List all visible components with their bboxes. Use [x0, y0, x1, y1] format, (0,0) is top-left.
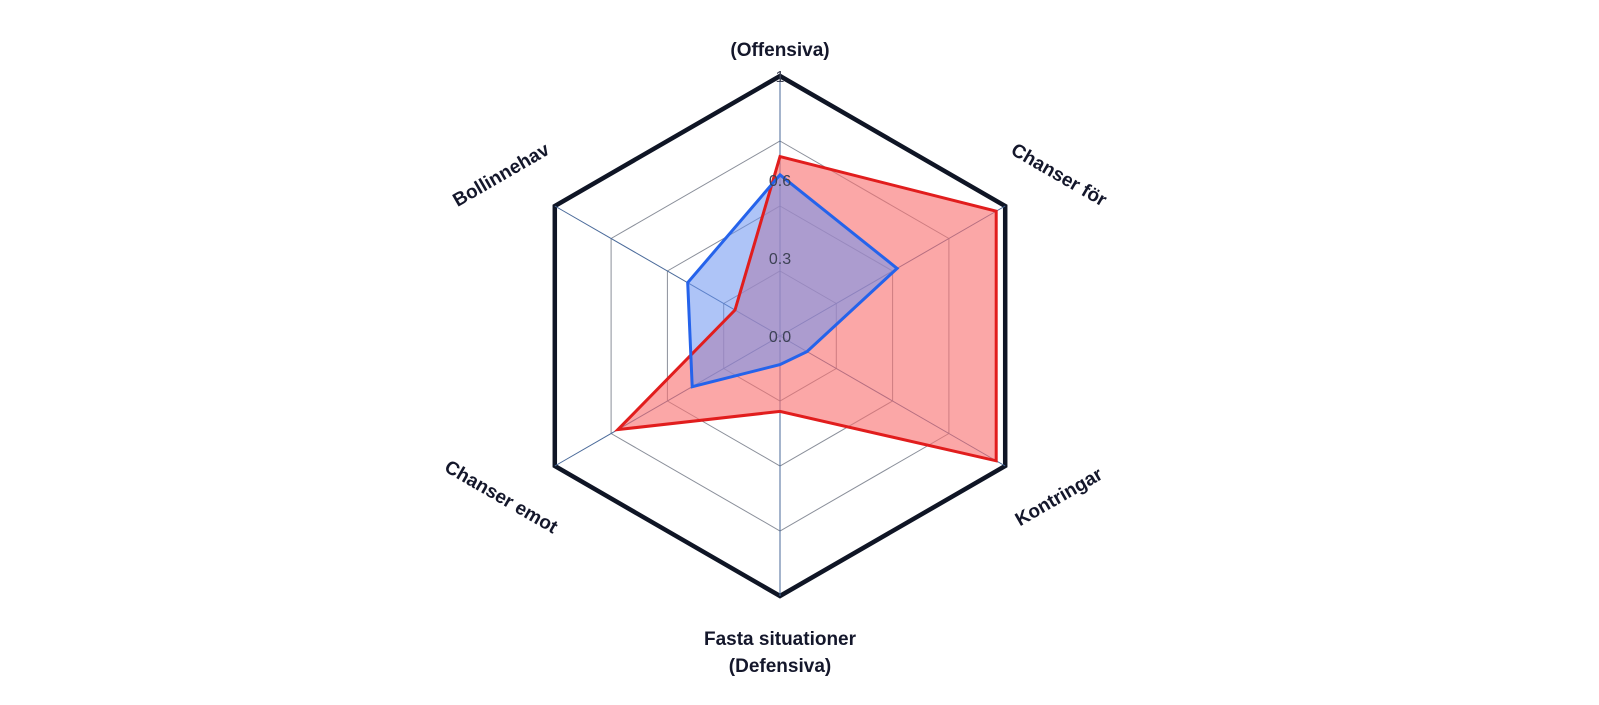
series-line-1: [686, 172, 900, 389]
series-line-0: [613, 154, 998, 463]
axis-label: Chanser emot: [441, 457, 562, 539]
axis-label-group: Kontringar: [1012, 464, 1107, 531]
axis-label: Chanser för: [1007, 140, 1110, 212]
axis-label-group: (Offensiva): [730, 40, 829, 61]
axis-label: (Offensiva): [730, 40, 829, 61]
series-layer: [613, 154, 998, 463]
axis-label-group: Chanser emot: [441, 457, 562, 539]
axis-label: Kontringar: [1012, 464, 1107, 531]
axis-label: (Defensiva): [729, 656, 831, 677]
tick-label: 1: [776, 69, 785, 86]
tick-layer: 0.0 0.3 0.6 1: [769, 69, 791, 346]
axis-label-group: Bollinnehav: [449, 139, 553, 211]
tick-label: 0.0: [769, 329, 791, 346]
axis-label: Fasta situationer: [704, 629, 857, 650]
axis-label: Bollinnehav: [449, 139, 553, 211]
axis-label-group: Chanser för: [1007, 140, 1110, 212]
axis-label-group: Fasta situationer (Defensiva): [704, 629, 857, 677]
tick-label: 0.3: [769, 251, 791, 268]
tick-label: 0.6: [769, 173, 791, 190]
